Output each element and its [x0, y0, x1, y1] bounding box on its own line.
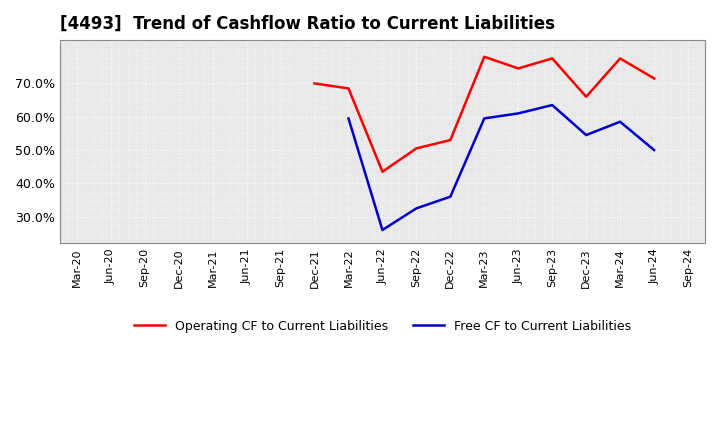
Operating CF to Current Liabilities	[514, 66, 523, 71]
Free CF to Current Liabilities	[548, 103, 557, 108]
Free CF to Current Liabilities	[344, 116, 353, 121]
Legend: Operating CF to Current Liabilities, Free CF to Current Liabilities: Operating CF to Current Liabilities, Fre…	[129, 315, 636, 337]
Operating CF to Current Liabilities	[582, 94, 590, 99]
Free CF to Current Liabilities	[582, 132, 590, 138]
Line: Free CF to Current Liabilities: Free CF to Current Liabilities	[348, 105, 654, 230]
Text: [4493]  Trend of Cashflow Ratio to Current Liabilities: [4493] Trend of Cashflow Ratio to Curren…	[60, 15, 555, 33]
Free CF to Current Liabilities	[412, 206, 420, 211]
Operating CF to Current Liabilities	[548, 56, 557, 61]
Operating CF to Current Liabilities	[616, 56, 624, 61]
Operating CF to Current Liabilities	[378, 169, 387, 174]
Operating CF to Current Liabilities	[446, 137, 454, 143]
Operating CF to Current Liabilities	[649, 76, 658, 81]
Free CF to Current Liabilities	[649, 147, 658, 153]
Free CF to Current Liabilities	[446, 194, 454, 199]
Operating CF to Current Liabilities	[480, 54, 489, 59]
Free CF to Current Liabilities	[514, 111, 523, 116]
Operating CF to Current Liabilities	[412, 146, 420, 151]
Free CF to Current Liabilities	[616, 119, 624, 125]
Operating CF to Current Liabilities	[310, 81, 319, 86]
Line: Operating CF to Current Liabilities: Operating CF to Current Liabilities	[315, 57, 654, 172]
Operating CF to Current Liabilities	[344, 86, 353, 91]
Free CF to Current Liabilities	[480, 116, 489, 121]
Free CF to Current Liabilities	[378, 227, 387, 233]
